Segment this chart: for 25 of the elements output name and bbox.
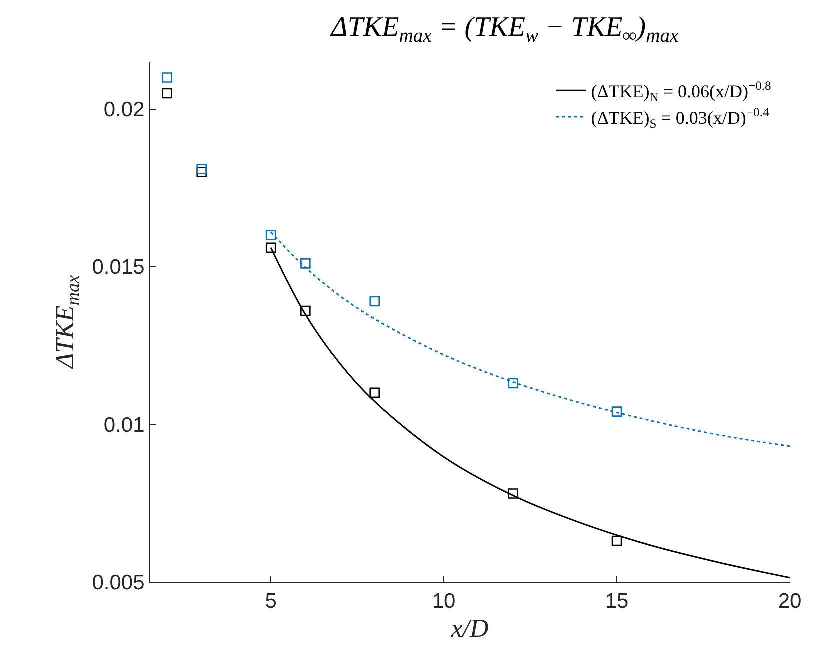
point bbox=[196, 164, 208, 174]
point bbox=[300, 306, 311, 316]
x-tick-label: 20 bbox=[778, 590, 802, 614]
point bbox=[370, 388, 380, 398]
x-tick-label: 15 bbox=[605, 590, 629, 614]
point bbox=[508, 488, 518, 499]
point bbox=[612, 406, 622, 417]
point bbox=[612, 536, 622, 546]
point bbox=[300, 258, 311, 269]
x-axis-title: x/D bbox=[450, 614, 489, 643]
point bbox=[508, 378, 518, 389]
point bbox=[266, 242, 276, 254]
x-tick-label: 10 bbox=[432, 590, 456, 614]
chart-title: ΔTKE$_{max}$ = (TKE$_{w}$ − TKE$_{∞}$)$_{max}$ bbox=[330, 12, 680, 47]
y-tick-label: 0.005 bbox=[92, 571, 145, 594]
y-tick-label: 0.01 bbox=[104, 414, 145, 437]
legend-label: (ΔTKE)$_{N}$ = 0.06(x/D)$^{−0.8}$ bbox=[591, 79, 772, 104]
point bbox=[162, 88, 172, 99]
legend-label: (ΔTKE)$_{S}$ = 0.03(x/D)$^{−0.4}$ bbox=[591, 105, 770, 131]
y-tick-label: 0.02 bbox=[104, 98, 145, 122]
point bbox=[266, 230, 276, 240]
y-tick-label: 0.015 bbox=[92, 256, 145, 280]
point bbox=[162, 72, 172, 83]
x-tick-label: 5 bbox=[265, 590, 277, 614]
point bbox=[370, 296, 380, 307]
